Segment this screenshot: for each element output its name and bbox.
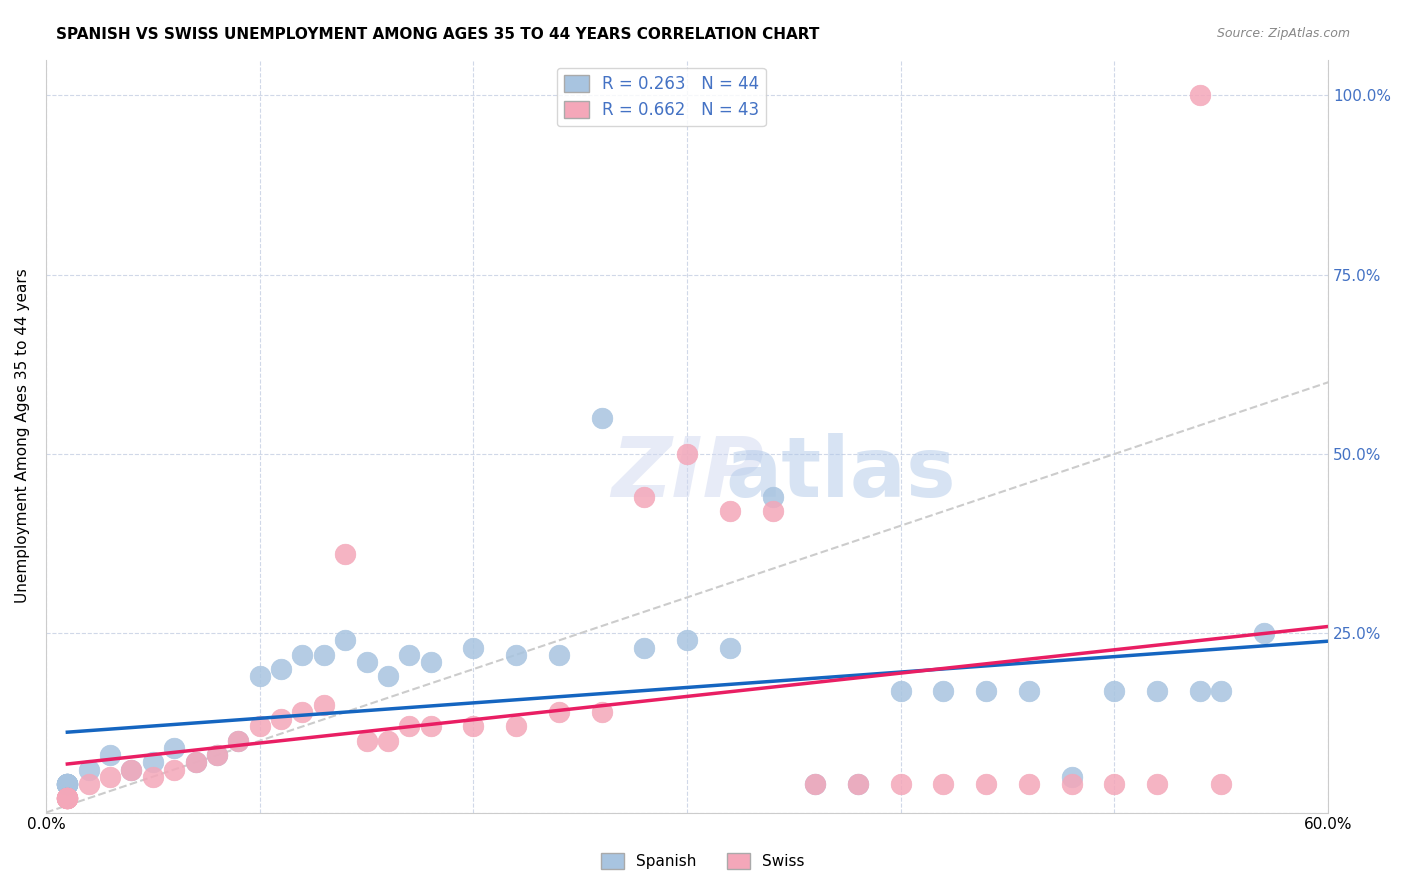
Point bbox=[1060, 770, 1083, 784]
Point bbox=[120, 763, 142, 777]
Point bbox=[398, 648, 420, 662]
Point bbox=[249, 669, 271, 683]
Point bbox=[676, 447, 699, 461]
Point bbox=[591, 705, 613, 719]
Point bbox=[547, 705, 569, 719]
Point bbox=[398, 719, 420, 733]
Point bbox=[184, 756, 207, 770]
Point bbox=[312, 648, 335, 662]
Point bbox=[846, 777, 869, 791]
Point bbox=[270, 662, 292, 676]
Point bbox=[1104, 683, 1126, 698]
Point bbox=[56, 777, 79, 791]
Text: ZIP: ZIP bbox=[610, 434, 763, 514]
Point bbox=[505, 719, 527, 733]
Point bbox=[142, 756, 165, 770]
Point bbox=[270, 712, 292, 726]
Point bbox=[205, 748, 228, 763]
Point bbox=[463, 640, 485, 655]
Point bbox=[1146, 683, 1168, 698]
Point bbox=[333, 633, 356, 648]
Point bbox=[98, 770, 121, 784]
Point bbox=[56, 791, 79, 805]
Point bbox=[1018, 777, 1040, 791]
Point bbox=[633, 490, 655, 504]
Point bbox=[718, 640, 741, 655]
Point bbox=[56, 791, 79, 805]
Text: atlas: atlas bbox=[725, 434, 956, 514]
Point bbox=[356, 734, 378, 748]
Point bbox=[1211, 777, 1233, 791]
Point bbox=[291, 705, 314, 719]
Point bbox=[419, 655, 441, 669]
Point bbox=[205, 748, 228, 763]
Point bbox=[846, 777, 869, 791]
Point bbox=[226, 734, 249, 748]
Point bbox=[591, 411, 613, 425]
Point bbox=[377, 669, 399, 683]
Point bbox=[77, 777, 100, 791]
Point bbox=[120, 763, 142, 777]
Point bbox=[56, 777, 79, 791]
Point bbox=[77, 763, 100, 777]
Point bbox=[718, 504, 741, 518]
Point bbox=[163, 763, 186, 777]
Point bbox=[56, 791, 79, 805]
Point bbox=[1104, 777, 1126, 791]
Point bbox=[463, 719, 485, 733]
Point bbox=[890, 777, 912, 791]
Point bbox=[56, 791, 79, 805]
Point bbox=[56, 791, 79, 805]
Point bbox=[1060, 777, 1083, 791]
Point bbox=[1188, 683, 1211, 698]
Point bbox=[56, 777, 79, 791]
Point bbox=[56, 791, 79, 805]
Point bbox=[333, 548, 356, 562]
Point bbox=[1211, 683, 1233, 698]
Point bbox=[356, 655, 378, 669]
Point bbox=[932, 777, 955, 791]
Point bbox=[184, 756, 207, 770]
Legend: R = 0.263   N = 44, R = 0.662   N = 43: R = 0.263 N = 44, R = 0.662 N = 43 bbox=[557, 68, 766, 126]
Point bbox=[98, 748, 121, 763]
Point bbox=[56, 777, 79, 791]
Point bbox=[163, 741, 186, 756]
Point bbox=[761, 504, 783, 518]
Y-axis label: Unemployment Among Ages 35 to 44 years: Unemployment Among Ages 35 to 44 years bbox=[15, 268, 30, 604]
Point bbox=[890, 683, 912, 698]
Point bbox=[633, 640, 655, 655]
Point bbox=[676, 633, 699, 648]
Point bbox=[1146, 777, 1168, 791]
Point bbox=[804, 777, 827, 791]
Point bbox=[56, 777, 79, 791]
Point bbox=[761, 490, 783, 504]
Point bbox=[1188, 88, 1211, 103]
Text: SPANISH VS SWISS UNEMPLOYMENT AMONG AGES 35 TO 44 YEARS CORRELATION CHART: SPANISH VS SWISS UNEMPLOYMENT AMONG AGES… bbox=[56, 27, 820, 42]
Legend: Spanish, Swiss: Spanish, Swiss bbox=[595, 847, 811, 875]
Point bbox=[932, 683, 955, 698]
Point bbox=[547, 648, 569, 662]
Point bbox=[419, 719, 441, 733]
Point bbox=[56, 777, 79, 791]
Point bbox=[249, 719, 271, 733]
Point bbox=[291, 648, 314, 662]
Point bbox=[974, 777, 997, 791]
Point bbox=[56, 777, 79, 791]
Text: Source: ZipAtlas.com: Source: ZipAtlas.com bbox=[1216, 27, 1350, 40]
Point bbox=[142, 770, 165, 784]
Point bbox=[1018, 683, 1040, 698]
Point bbox=[804, 777, 827, 791]
Point bbox=[56, 791, 79, 805]
Point bbox=[377, 734, 399, 748]
Point bbox=[974, 683, 997, 698]
Point bbox=[226, 734, 249, 748]
Point bbox=[312, 698, 335, 712]
Point bbox=[1253, 626, 1275, 640]
Point bbox=[505, 648, 527, 662]
